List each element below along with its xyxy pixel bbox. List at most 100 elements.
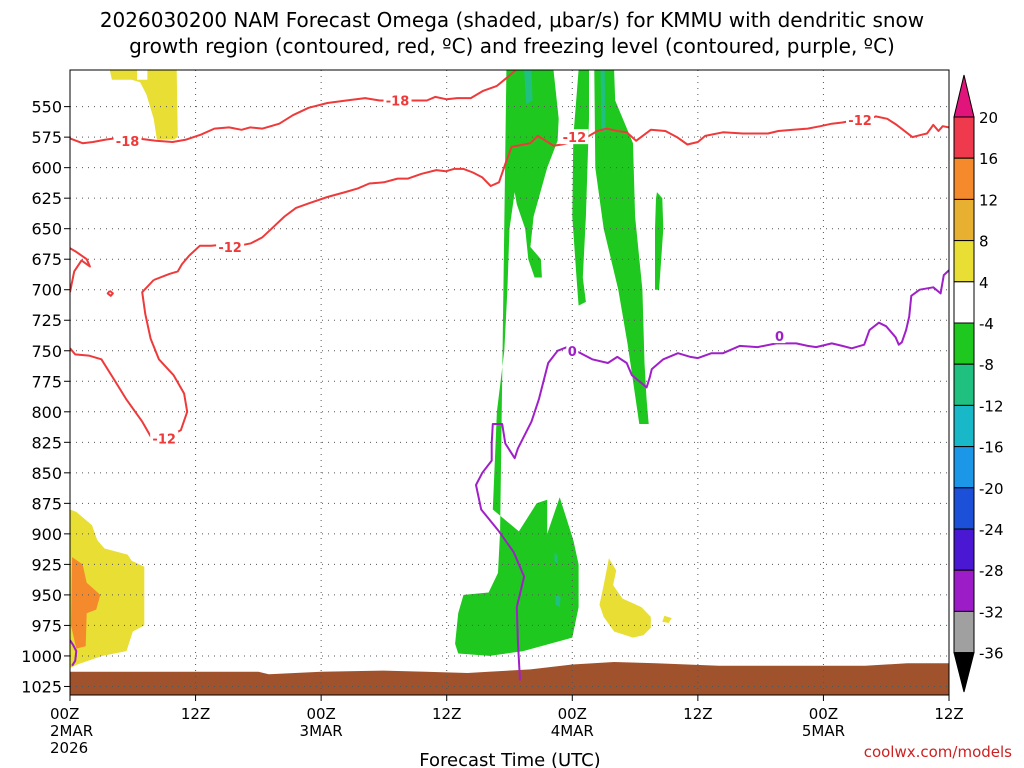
y-tick-label: 800 bbox=[31, 403, 62, 422]
omega-shade-teal-4 bbox=[555, 594, 561, 608]
colorbar-label: -20 bbox=[979, 480, 1004, 498]
omega-shade-teal-1 bbox=[524, 70, 533, 105]
contour-label-bg bbox=[383, 92, 412, 108]
omega-shade-green-column-2 bbox=[572, 70, 589, 306]
contour-red-minus12-mid bbox=[70, 247, 91, 293]
omega-shade-teal-3 bbox=[554, 552, 558, 565]
y-tick-label: 625 bbox=[31, 189, 62, 208]
colorbar-label: -16 bbox=[979, 439, 1004, 457]
y-tick-label: 750 bbox=[31, 342, 62, 361]
y-tick-label: 925 bbox=[31, 555, 62, 574]
y-tick-label: 775 bbox=[31, 372, 62, 391]
contour-label-bg bbox=[150, 430, 179, 446]
x-tick-label: 00Z bbox=[306, 705, 335, 723]
contour-label: -12 bbox=[152, 433, 176, 448]
y-tick-label: 575 bbox=[31, 128, 62, 147]
x-tick-date: 5MAR bbox=[802, 722, 845, 740]
contour-label: -12 bbox=[563, 131, 587, 146]
colorbar-label: -32 bbox=[979, 603, 1004, 621]
colorbar-label: -4 bbox=[979, 315, 994, 333]
contour-label: -12 bbox=[848, 114, 872, 129]
x-tick-label: 12Z bbox=[934, 705, 963, 723]
contour-red-dot bbox=[106, 290, 114, 297]
x-tick-date: 3MAR bbox=[300, 722, 343, 740]
colorbar-label: 4 bbox=[979, 274, 989, 292]
colorbar-swatch bbox=[953, 528, 975, 571]
y-tick-label: 650 bbox=[31, 220, 62, 239]
colorbar-label: -28 bbox=[979, 562, 1004, 580]
y-tick-label: 700 bbox=[31, 281, 62, 300]
contour-label-bg bbox=[566, 342, 579, 358]
gridlines bbox=[70, 70, 949, 695]
contour-label: 0 bbox=[775, 330, 784, 345]
colorbar-swatch bbox=[953, 487, 975, 530]
x-tick-label: 00Z bbox=[809, 705, 838, 723]
colorbar-swatch bbox=[953, 363, 975, 406]
y-axis: 550 575 600 625 650 675 700 725 750 775 800 825 850 8… bbox=[21, 98, 70, 696]
colorbar-swatch bbox=[953, 281, 975, 324]
x-tick-date: 2MAR bbox=[50, 722, 93, 740]
omega-shade-green-column-main bbox=[455, 70, 579, 656]
colorbar-top-arrow bbox=[953, 74, 975, 118]
y-tick-label: 1000 bbox=[21, 647, 62, 666]
colorbar-label: 12 bbox=[979, 191, 998, 209]
plot-area: -18 -18 -12 -12 -12 -12 0 0 bbox=[70, 70, 949, 695]
x-tick-label: 00Z bbox=[50, 705, 79, 723]
credit-text: coolwx.com/models bbox=[864, 743, 1012, 761]
terrain-surface bbox=[70, 662, 949, 695]
x-tick-label: 00Z bbox=[558, 705, 587, 723]
y-tick-label: 600 bbox=[31, 159, 62, 178]
contour-label: 0 bbox=[568, 345, 577, 360]
colorbar-swatch bbox=[953, 446, 975, 489]
omega-shade-yellow-topleft bbox=[109, 70, 178, 140]
contour-label-bg bbox=[773, 328, 786, 344]
y-tick-label: 875 bbox=[31, 494, 62, 513]
x-tick-label: 12Z bbox=[181, 705, 210, 723]
colorbar-swatch bbox=[953, 404, 975, 448]
omega-shade-green-column-3 bbox=[594, 70, 649, 424]
contour-red-minus12-upper bbox=[153, 115, 949, 281]
contour-red-minus18-upper bbox=[70, 70, 517, 145]
colorbar-swatch bbox=[953, 157, 975, 200]
colorbar: 20 16 12 8 4 -4 -8 -12 -16 -20 -24 -28 -32 -36 bbox=[953, 74, 1004, 693]
omega-shade-green-sliver bbox=[655, 192, 664, 290]
omega-shade-yellow-dot bbox=[662, 615, 672, 623]
y-tick-label: 550 bbox=[31, 98, 62, 117]
colorbar-label: -36 bbox=[979, 645, 1004, 663]
colorbar-swatch bbox=[953, 240, 975, 283]
colorbar-swatch bbox=[953, 198, 975, 242]
y-tick-label: 950 bbox=[31, 586, 62, 605]
contour-label-bg bbox=[216, 239, 245, 255]
contour-label: -12 bbox=[218, 241, 242, 256]
chart-title-line1: 2026030200 NAM Forecast Omega (shaded, μ… bbox=[99, 8, 925, 32]
colorbar-label: -24 bbox=[979, 521, 1004, 539]
x-tick-label: 12Z bbox=[683, 705, 712, 723]
omega-shade-yellow-right bbox=[599, 558, 651, 638]
colorbar-label: -8 bbox=[979, 356, 994, 374]
contour-red-minus12-lower bbox=[70, 279, 189, 438]
y-tick-label: 825 bbox=[31, 433, 62, 452]
omega-shade-teal-2 bbox=[600, 70, 606, 131]
x-tick-date: 4MAR bbox=[551, 722, 594, 740]
colorbar-label: 20 bbox=[979, 109, 998, 127]
colorbar-swatch bbox=[953, 569, 975, 612]
contour-label-bg bbox=[560, 129, 589, 145]
y-tick-label: 1025 bbox=[21, 677, 62, 696]
contour-label: -18 bbox=[386, 95, 410, 110]
omega-shade-yellow-bottomleft bbox=[70, 509, 145, 669]
contour-label-bg bbox=[113, 132, 142, 148]
x-tick-label: 12Z bbox=[432, 705, 461, 723]
y-tick-label: 900 bbox=[31, 525, 62, 544]
y-tick-label: 675 bbox=[31, 250, 62, 269]
colorbar-label: 8 bbox=[979, 233, 989, 251]
plot-frame bbox=[69, 69, 950, 696]
omega-shade-orange-bottomleft bbox=[71, 557, 101, 649]
contour-label-bg bbox=[846, 112, 875, 128]
contour-label: -18 bbox=[116, 135, 140, 150]
colorbar-swatch bbox=[953, 116, 975, 159]
x-axis-label: Forecast Time (UTC) bbox=[419, 750, 600, 768]
colorbar-swatch bbox=[953, 610, 975, 654]
colorbar-bottom-arrow bbox=[953, 652, 975, 693]
